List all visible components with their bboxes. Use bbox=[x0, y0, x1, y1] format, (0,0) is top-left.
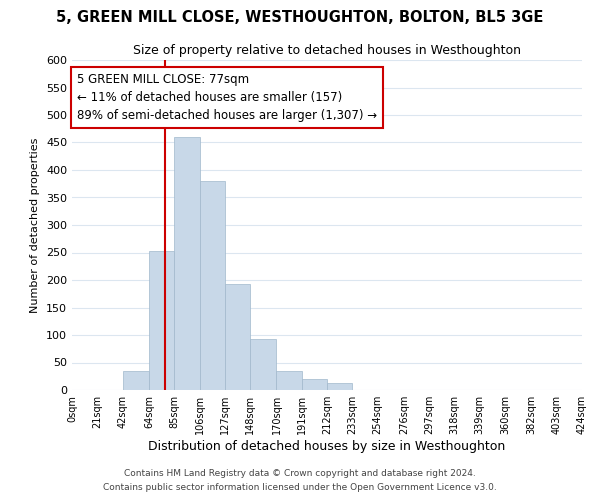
Bar bbox=[327, 384, 352, 390]
Text: Contains public sector information licensed under the Open Government Licence v3: Contains public sector information licen… bbox=[103, 484, 497, 492]
Bar bbox=[302, 379, 327, 390]
Bar bbox=[199, 181, 225, 390]
Text: 5, GREEN MILL CLOSE, WESTHOUGHTON, BOLTON, BL5 3GE: 5, GREEN MILL CLOSE, WESTHOUGHTON, BOLTO… bbox=[56, 10, 544, 25]
Text: Contains HM Land Registry data © Crown copyright and database right 2024.: Contains HM Land Registry data © Crown c… bbox=[124, 468, 476, 477]
Bar bbox=[277, 371, 302, 390]
Bar bbox=[250, 339, 277, 390]
X-axis label: Distribution of detached houses by size in Westhoughton: Distribution of detached houses by size … bbox=[148, 440, 506, 453]
Bar bbox=[149, 251, 174, 390]
Title: Size of property relative to detached houses in Westhoughton: Size of property relative to detached ho… bbox=[133, 44, 521, 58]
Bar bbox=[225, 284, 250, 390]
Y-axis label: Number of detached properties: Number of detached properties bbox=[31, 138, 40, 312]
Bar bbox=[122, 371, 149, 390]
Text: 5 GREEN MILL CLOSE: 77sqm
← 11% of detached houses are smaller (157)
89% of semi: 5 GREEN MILL CLOSE: 77sqm ← 11% of detac… bbox=[77, 72, 377, 122]
Bar bbox=[174, 137, 199, 390]
